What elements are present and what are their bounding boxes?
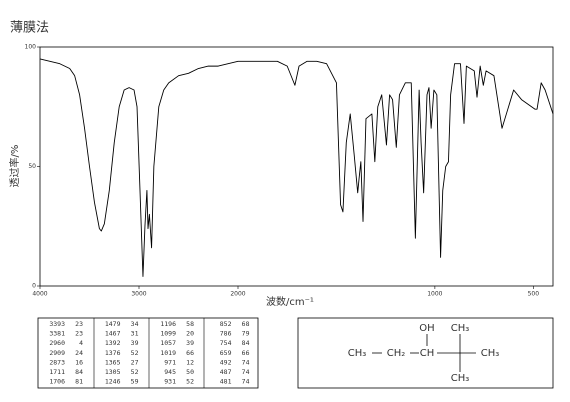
peak-transmittance: 16: [75, 358, 83, 366]
y-tick-label: 0: [32, 283, 36, 290]
atom-label: OH: [419, 323, 434, 334]
peak-transmittance: 52: [186, 378, 194, 386]
peak-transmittance: 58: [186, 320, 194, 328]
peak-wavenumber: 3381: [49, 330, 65, 338]
peak-wavenumber: 1019: [160, 349, 176, 357]
x-tick-label: 4000: [32, 291, 47, 298]
peak-wavenumber: 487: [220, 368, 232, 376]
peak-transmittance: 84: [242, 339, 250, 347]
chart-title: 薄膜法: [10, 21, 49, 36]
x-axis-label: 波数/cm⁻¹: [266, 295, 314, 308]
peak-transmittance: 81: [75, 378, 83, 386]
atom-label: CH₂: [387, 348, 406, 359]
peak-transmittance: 74: [242, 368, 250, 376]
peak-transmittance: 24: [75, 349, 83, 357]
peak-wavenumber: 1706: [49, 378, 65, 386]
peak-transmittance: 84: [75, 368, 83, 376]
x-tick-label: 500: [528, 291, 540, 298]
structure-frame: [297, 317, 554, 389]
peak-transmittance: 39: [186, 339, 194, 347]
atom-label: CH₃: [451, 373, 470, 384]
peak-wavenumber: 1392: [105, 339, 121, 347]
peak-wavenumber: 1099: [160, 330, 176, 338]
peak-wavenumber: 971: [164, 358, 176, 366]
atom-label: CH₃: [348, 348, 367, 359]
peak-transmittance: 79: [242, 330, 250, 338]
peak-transmittance: 59: [131, 378, 139, 386]
peak-transmittance: 31: [131, 330, 139, 338]
atom-label: CH₃: [481, 348, 500, 359]
peak-wavenumber: 945: [164, 368, 176, 376]
peak-wavenumber: 492: [220, 358, 232, 366]
peak-transmittance: 74: [242, 358, 250, 366]
peak-wavenumber: 1479: [105, 320, 121, 328]
peak-wavenumber: 481: [220, 378, 232, 386]
peak-wavenumber: 2873: [49, 358, 65, 366]
peak-transmittance: 74: [242, 378, 250, 386]
peak-wavenumber: 3393: [49, 320, 65, 328]
y-axis-label: 透过率/%: [8, 145, 21, 188]
peak-transmittance: 27: [131, 358, 139, 366]
peak-transmittance: 20: [186, 330, 194, 338]
x-tick-label: 3000: [131, 291, 146, 298]
x-tick-label: 1000: [427, 291, 442, 298]
peak-wavenumber: 1467: [105, 330, 121, 338]
y-tick-label: 100: [25, 44, 37, 51]
structure-bonds: [372, 334, 476, 372]
peak-wavenumber: 1711: [49, 368, 65, 376]
peak-wavenumber: 1196: [160, 320, 176, 328]
peak-transmittance: 23: [75, 330, 83, 338]
peak-wavenumber: 754: [220, 339, 232, 347]
peak-transmittance: 12: [186, 358, 194, 366]
peak-wavenumber: 1305: [105, 368, 121, 376]
peak-transmittance: 50: [186, 368, 194, 376]
peak-wavenumber: 659: [220, 349, 232, 357]
peak-transmittance: 52: [131, 349, 139, 357]
peak-transmittance: 66: [242, 349, 250, 357]
peak-wavenumber: 931: [164, 378, 176, 386]
peak-wavenumber: 786: [220, 330, 232, 338]
peak-wavenumber: 852: [220, 320, 232, 328]
peak-transmittance: 34: [131, 320, 139, 328]
peak-transmittance: 39: [131, 339, 139, 347]
peak-transmittance: 68: [242, 320, 250, 328]
peak-table-frame: [37, 317, 259, 389]
peak-wavenumber: 1057: [160, 339, 176, 347]
atom-label: CH: [420, 348, 435, 359]
peak-transmittance: 52: [131, 368, 139, 376]
atom-label: CH₃: [451, 323, 470, 334]
peak-transmittance: 66: [186, 349, 194, 357]
plot-frame: [39, 46, 554, 287]
x-tick-label: 2000: [230, 291, 245, 298]
spectrum-line: [39, 58, 554, 277]
peak-wavenumber: 1365: [105, 358, 121, 366]
peak-transmittance: 23: [75, 320, 83, 328]
peak-wavenumber: 1376: [105, 349, 121, 357]
peak-wavenumber: 1246: [105, 378, 121, 386]
peak-transmittance: 4: [79, 339, 83, 347]
peak-wavenumber: 2960: [49, 339, 65, 347]
peak-wavenumber: 2909: [49, 349, 65, 357]
y-tick-label: 50: [28, 163, 36, 170]
